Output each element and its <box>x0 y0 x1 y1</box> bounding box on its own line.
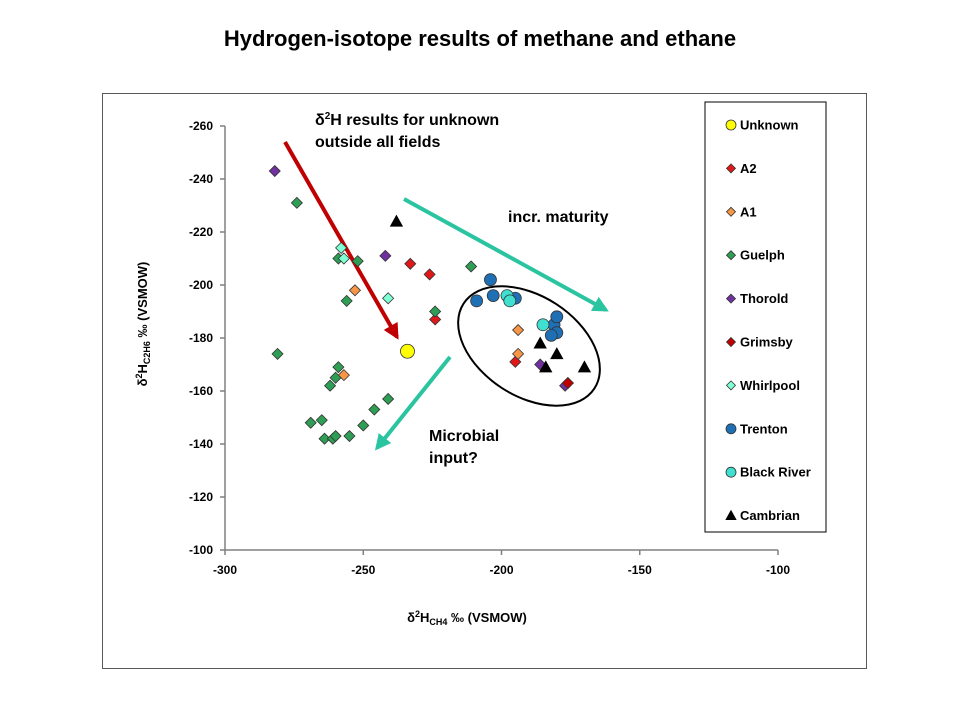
legend-marker-a2 <box>725 163 737 174</box>
x-tick-label: -250 <box>351 563 375 577</box>
point-guelph <box>368 403 381 416</box>
legend-label: Grimsby <box>740 335 794 350</box>
point-guelph <box>340 294 353 307</box>
maturity-annotation: incr. maturity <box>508 209 609 226</box>
microbial-annotation-line2: input? <box>429 450 478 467</box>
data-points <box>268 164 592 445</box>
point-black-river <box>503 294 517 308</box>
point-guelph <box>429 305 442 318</box>
y-tick-label: -200 <box>189 278 213 292</box>
chart-frame <box>102 93 867 669</box>
y-tick-label: -120 <box>189 490 213 504</box>
point-a2 <box>404 257 417 270</box>
point-guelph <box>382 392 395 406</box>
point-trenton <box>484 273 497 287</box>
legend-box <box>704 101 827 533</box>
maturity-arrow <box>403 197 609 312</box>
legend-label: Black River <box>740 465 811 480</box>
legend-label: Trenton <box>740 421 788 436</box>
unknown-arrow <box>283 141 399 340</box>
x-tick-label: -200 <box>489 563 513 577</box>
legend-marker-guelph <box>725 250 737 261</box>
y-tick-label: -160 <box>189 384 213 398</box>
point-trenton <box>470 294 484 308</box>
point-guelph <box>357 419 370 432</box>
x-tick-label: -150 <box>628 563 652 577</box>
point-trenton <box>544 328 558 342</box>
microbial-annotation: Microbial <box>429 428 499 445</box>
y-tick-label: -180 <box>189 331 213 345</box>
legend-label: Cambrian <box>740 508 800 523</box>
legend-marker-grimsby <box>725 336 737 348</box>
point-guelph <box>324 379 337 392</box>
point-cambrian <box>389 214 404 227</box>
point-a1 <box>512 347 525 360</box>
point-guelph <box>465 260 478 273</box>
legend-label: A2 <box>740 161 757 176</box>
unknown-annotation: δ2H results for unknown <box>315 111 499 129</box>
ticks: -260-240-220-200-180-160-140-120-100-300… <box>189 119 790 577</box>
point-guelph <box>304 416 317 429</box>
y-tick-label: -260 <box>189 119 213 133</box>
legend-marker-a1 <box>725 206 737 217</box>
point-a1 <box>512 323 525 337</box>
legend-label: Unknown <box>740 118 799 133</box>
point-unknown <box>400 343 415 359</box>
point-cambrian <box>539 360 553 373</box>
legend-label: Guelph <box>740 248 785 263</box>
point-cambrian <box>577 360 592 373</box>
point-trenton <box>486 289 500 303</box>
unknown-annotation-line2: outside all fields <box>315 134 440 151</box>
point-guelph <box>271 347 284 360</box>
point-whirlpool <box>335 241 348 254</box>
point-a2 <box>423 268 436 281</box>
point-trenton <box>550 310 564 324</box>
point-guelph <box>332 361 345 374</box>
legend-label: A1 <box>740 204 757 219</box>
legend-marker-cambrian <box>725 509 737 520</box>
legend-marker-trenton <box>725 423 737 435</box>
point-thorold <box>268 164 281 178</box>
x-axis-label: δ2HCH4 ‰ (VSMOW) <box>407 609 527 627</box>
y-tick-label: -100 <box>189 543 213 557</box>
point-black-river <box>536 318 550 332</box>
trenton-cluster-ellipse <box>457 285 601 407</box>
point-thorold <box>379 249 392 262</box>
legend-label: Whirlpool <box>740 378 800 393</box>
point-guelph <box>318 432 331 445</box>
y-tick-label: -140 <box>189 437 213 451</box>
legend-marker-unknown <box>725 119 737 131</box>
legend-marker-whirlpool <box>725 380 737 391</box>
y-tick-label: -240 <box>189 172 213 186</box>
point-a1 <box>348 284 362 297</box>
point-grimsby <box>561 376 574 390</box>
legend-marker-black-river <box>725 466 737 478</box>
x-tick-label: -300 <box>213 563 237 577</box>
point-guelph <box>290 196 303 209</box>
legend: Unknown A2 A1 Guelph Thorold Grimsby Whirlpool… <box>725 118 811 523</box>
legend-label: Thorold <box>740 291 788 306</box>
point-whirlpool <box>337 252 350 265</box>
point-guelph <box>329 429 342 443</box>
point-guelph <box>351 255 364 268</box>
point-guelph <box>343 429 356 443</box>
microbial-arrow <box>374 355 452 451</box>
axes <box>224 126 778 551</box>
x-tick-label: -100 <box>766 563 790 577</box>
point-whirlpool <box>382 292 395 305</box>
point-cambrian <box>533 336 547 349</box>
legend-marker-thorold <box>725 293 737 304</box>
y-tick-label: -220 <box>189 225 213 239</box>
point-guelph <box>329 371 342 384</box>
y-axis-label: δ2HC2H6 ‰ (VSMOW) <box>134 262 152 387</box>
point-cambrian <box>550 347 564 360</box>
point-guelph <box>315 414 328 427</box>
chart-title: Hydrogen-isotope results of methane and … <box>223 26 737 51</box>
point-a2 <box>429 313 442 326</box>
